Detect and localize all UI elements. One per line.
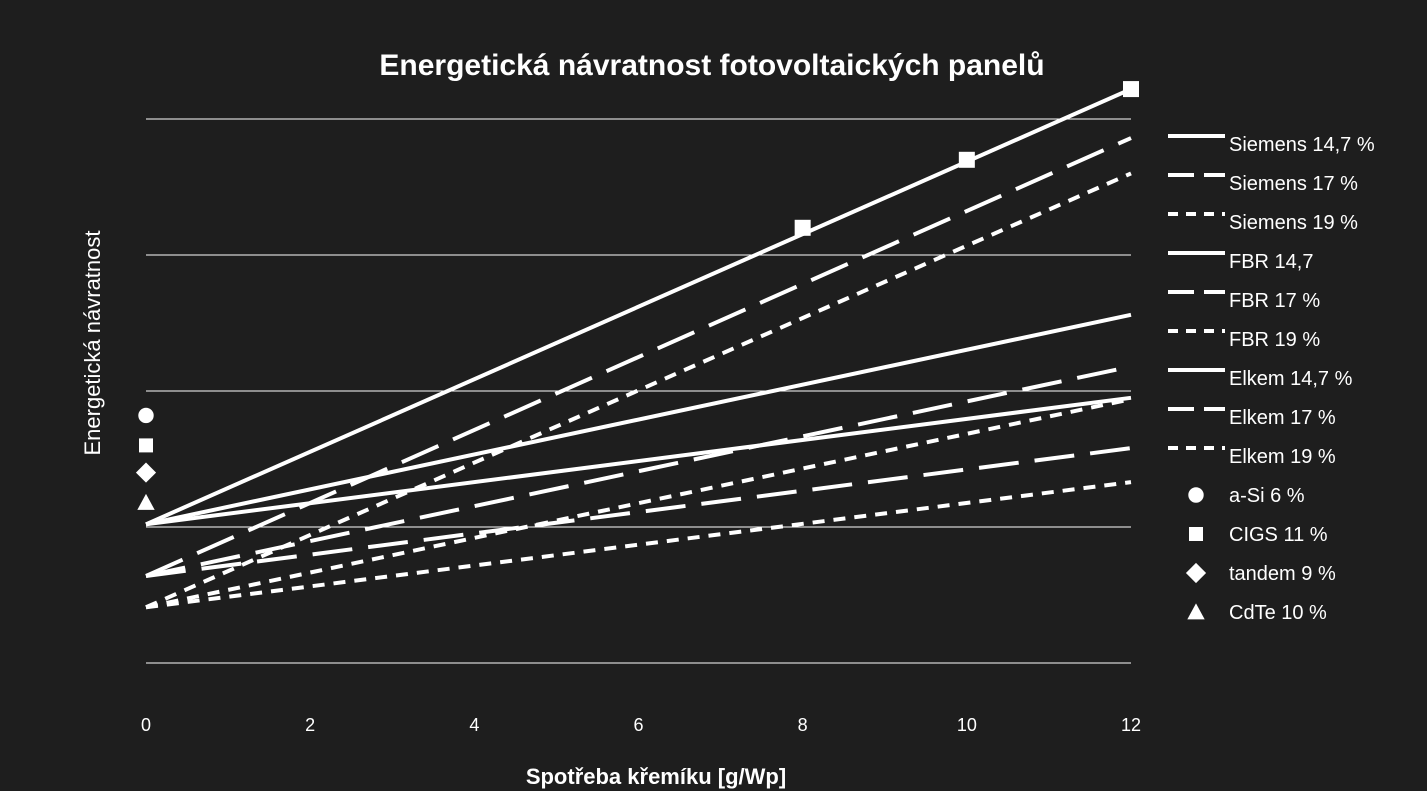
legend: Siemens 14,7 % Siemens 17 % Siemens 19 % FB…	[1168, 134, 1375, 624]
series-line-elkem-14-7	[145, 395, 1132, 527]
legend-label-fbr-19: FBR 19 %	[1229, 329, 1320, 351]
legend-label-siemens-14-7: Siemens 14,7 %	[1229, 134, 1375, 156]
legend-label-siemens-19: Siemens 19 %	[1229, 212, 1358, 234]
data-marker-siemens-14-7	[1123, 81, 1139, 98]
legend-label-elkem-17: Elkem 17 %	[1229, 407, 1336, 429]
x-tick-label: 10	[957, 715, 977, 735]
legend-label-cigs-11: CIGS 11 %	[1229, 524, 1328, 546]
point-tandem-9	[135, 462, 157, 483]
series-lines	[145, 81, 1139, 610]
legend-marker-cigs-11	[1189, 527, 1203, 541]
series-line-elkem-17	[145, 446, 1132, 578]
series-line-fbr-14-7	[145, 312, 1132, 527]
legend-marker-cdte-10	[1187, 603, 1205, 620]
x-tick-label: 2	[305, 715, 315, 735]
legend-label-tandem-9: tandem 9 %	[1229, 563, 1336, 585]
chart-title: Energetická návratnost fotovoltaických p…	[379, 49, 1044, 82]
x-axis-label: Spotřeba křemíku [g/Wp]	[526, 764, 786, 789]
series-line-fbr-19	[145, 397, 1132, 610]
legend-label-fbr-14-7: FBR 14,7	[1229, 251, 1313, 273]
legend-label-siemens-17: Siemens 17 %	[1229, 173, 1358, 195]
series-line-siemens-19	[145, 171, 1132, 610]
series-line-siemens-14-7	[145, 87, 1132, 527]
legend-label-fbr-17: FBR 17 %	[1229, 290, 1320, 312]
point-a-si-6	[138, 407, 154, 424]
legend-label-elkem-19: Elkem 19 %	[1229, 446, 1336, 468]
x-tick-labels: 0 2 4 6 8 10 12	[141, 715, 1141, 735]
series-line-fbr-17	[145, 364, 1132, 578]
x-tick-label: 8	[798, 715, 808, 735]
x-tick-label: 6	[633, 715, 643, 735]
point-cdte-10	[137, 493, 155, 510]
y-axis-label: Energetická návratnost	[80, 230, 105, 455]
legend-marker-a-si-6	[1188, 487, 1204, 503]
x-tick-label: 4	[469, 715, 479, 735]
legend-label-elkem-14-7: Elkem 14,7 %	[1229, 368, 1353, 390]
data-marker-siemens-14-7	[794, 219, 811, 236]
legend-label-a-si-6: a-Si 6 %	[1229, 485, 1305, 507]
point-cigs-11	[139, 438, 153, 453]
x-tick-label: 12	[1121, 715, 1141, 735]
grid	[146, 118, 1131, 664]
point-markers	[135, 407, 157, 510]
x-tick-label: 0	[141, 715, 151, 735]
legend-marker-tandem-9	[1185, 562, 1207, 584]
series-line-elkem-19	[145, 480, 1132, 610]
legend-label-cdte-10: CdTe 10 %	[1229, 602, 1327, 624]
data-marker-siemens-14-7	[958, 151, 975, 168]
series-line-siemens-17	[145, 136, 1132, 578]
